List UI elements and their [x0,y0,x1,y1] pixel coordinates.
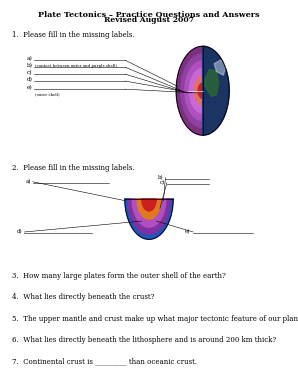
Text: b): b) [158,174,164,180]
Polygon shape [181,54,225,127]
Text: e): e) [185,229,190,234]
Text: a): a) [27,56,33,61]
Text: 3.  How many large plates form the outer shell of the earth?: 3. How many large plates form the outer … [12,272,226,280]
Polygon shape [190,69,216,113]
Text: e): e) [27,85,32,90]
Polygon shape [205,69,219,96]
Text: c): c) [27,70,32,75]
Polygon shape [214,60,226,75]
Polygon shape [203,46,229,135]
Text: (outer shell): (outer shell) [35,93,60,96]
Text: 4.  What lies directly beneath the crust?: 4. What lies directly beneath the crust? [12,293,154,301]
Polygon shape [198,83,207,98]
Text: 6.  What lies directly beneath the lithosphere and is around 200 km thick?: 6. What lies directly beneath the lithos… [12,336,276,344]
Text: c): c) [159,180,164,185]
Polygon shape [194,76,211,105]
Text: a): a) [25,179,31,184]
Polygon shape [185,61,220,120]
Text: d): d) [16,229,22,234]
Text: (contact between outer and purple shell): (contact between outer and purple shell) [35,64,117,68]
Text: 7.  Continental crust is _________ than oceanic crust.: 7. Continental crust is _________ than o… [12,357,197,365]
Polygon shape [137,199,161,219]
Text: 2.  Please fill in the missing labels.: 2. Please fill in the missing labels. [12,164,134,172]
Text: Revised August 2007: Revised August 2007 [104,16,194,24]
Polygon shape [142,199,156,211]
Text: Plate Tectonics – Practice Questions and Answers: Plate Tectonics – Practice Questions and… [38,10,260,18]
Text: d): d) [27,77,33,82]
Text: b): b) [27,63,33,68]
Text: 1.  Please fill in the missing labels.: 1. Please fill in the missing labels. [12,31,134,39]
Polygon shape [176,46,229,135]
Text: 5.  The upper mantle and crust make up what major tectonic feature of our planet: 5. The upper mantle and crust make up wh… [12,315,298,323]
Polygon shape [132,199,166,227]
Polygon shape [125,199,173,239]
Polygon shape [128,199,170,234]
